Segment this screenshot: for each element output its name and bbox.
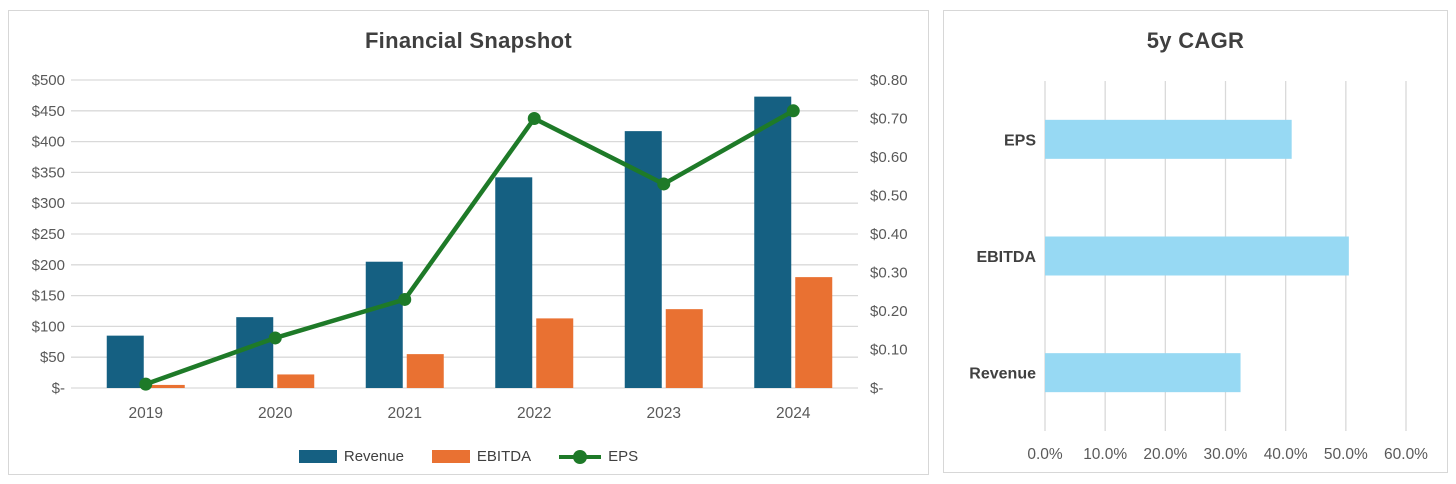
percent-axis-tick-label: 30.0% [1204,446,1248,463]
legend-label-revenue: Revenue [343,448,404,465]
right-axis-tick-label: $0.10 [870,342,908,359]
ebitda-swatch-icon [431,450,470,463]
eps-marker-2022 [527,112,541,125]
right-axis-tick-label: $0.30 [870,265,908,282]
legend-label-eps: EPS [608,448,639,465]
revenue-bar-2021 [365,261,403,388]
percent-axis-tick-label: 20.0% [1143,446,1187,463]
right-axis-tick-label: $- [870,380,883,397]
ebitda-bar-2020 [277,374,315,388]
legend-label-ebitda: EBITDA [476,448,532,465]
year-label: 2024 [776,405,811,422]
revenue-swatch-icon [298,450,337,463]
year-label: 2021 [388,405,422,422]
revenue-bar-2020 [236,317,274,388]
eps-line-marker-icon [559,449,602,464]
cagr-category-label: EBITDA [976,249,1036,266]
cagr-plot: 0.0% 10.0% 20.0% 30.0% 40.0% 50.0% 60.0% EPS EBI… [969,81,1428,463]
revenue-bar-2019 [106,335,144,388]
eps-marker-2021 [398,292,412,306]
cagr-category-label: Revenue [969,366,1036,383]
financial-snapshot-title: Financial Snapshot [364,28,573,53]
left-axis-tick-label: $350 [32,164,65,181]
left-axis-tick-label: $- [52,380,65,397]
left-axis-tick-label: $50 [40,349,65,366]
revenue-bar-2022 [495,177,533,388]
left-axis-tick-label: $200 [32,257,65,274]
eps-line [143,108,796,387]
legend-item-eps: EPS [559,448,638,465]
financial-snapshot-plot: $- $50 $100 $150 $200 $250 $300 $350 $400 $450 $50… [32,72,908,422]
percent-axis-tick-label: 0.0% [1027,446,1063,463]
left-axis-tick-label: $300 [32,195,65,212]
year-label: 2020 [258,405,293,422]
percent-axis-tick-label: 10.0% [1083,446,1127,463]
cagr-bar-ebitda [1045,236,1349,276]
percent-axis-tick-label: 60.0% [1384,446,1428,463]
legend-item-ebitda: EBITDA [431,448,532,465]
right-axis-tick-label: $0.40 [870,226,908,243]
financial-snapshot-legend: Revenue EBITDA EPS [9,448,928,465]
year-label: 2023 [647,405,681,422]
eps-marker-2024 [786,104,800,118]
right-axis-tick-label: $0.50 [870,188,908,205]
ebitda-bar-2022 [536,318,574,388]
left-axis-tick-label: $150 [32,288,65,305]
right-axis-tick-label: $0.80 [870,72,908,89]
year-label: 2019 [129,405,163,422]
ebitda-bar-2024 [795,277,833,388]
percent-axis-tick-label: 50.0% [1324,446,1368,463]
eps-marker-2020 [268,331,282,345]
financial-snapshot-panel: Financial Snapshot $- $50 $100 $150 $200 $250… [8,10,929,475]
eps-marker-2019 [139,377,153,391]
percent-axis-tick-label: 40.0% [1264,446,1308,463]
left-axis-tick-label: $100 [32,318,65,335]
legend-item-revenue: Revenue [298,448,404,465]
cagr-bar-revenue [1045,353,1241,393]
right-axis-tick-label: $0.70 [870,111,908,128]
left-axis-tick-label: $250 [32,226,65,243]
left-axis-tick-label: $500 [32,72,65,89]
eps-marker-2023 [657,177,671,191]
ebitda-bar-2019 [147,384,185,388]
cagr-category-label: EPS [1004,132,1036,149]
cagr-bar-eps [1045,119,1292,159]
left-axis-tick-label: $450 [32,103,65,120]
cagr-title: 5y CAGR [1146,28,1245,53]
ebitda-bar-2023 [665,309,703,388]
revenue-bar-2024 [754,96,792,388]
ebitda-bar-2021 [406,354,444,388]
year-label: 2022 [517,405,551,422]
right-axis-tick-label: $0.20 [870,303,908,320]
right-axis-tick-label: $0.60 [870,149,908,166]
cagr-panel: 5y CAGR 0.0% 10.0% 20.0% 30.0% 40.0% 50.0% 60.… [943,10,1448,473]
left-axis-tick-label: $400 [32,134,65,151]
revenue-bar-2023 [624,131,662,388]
